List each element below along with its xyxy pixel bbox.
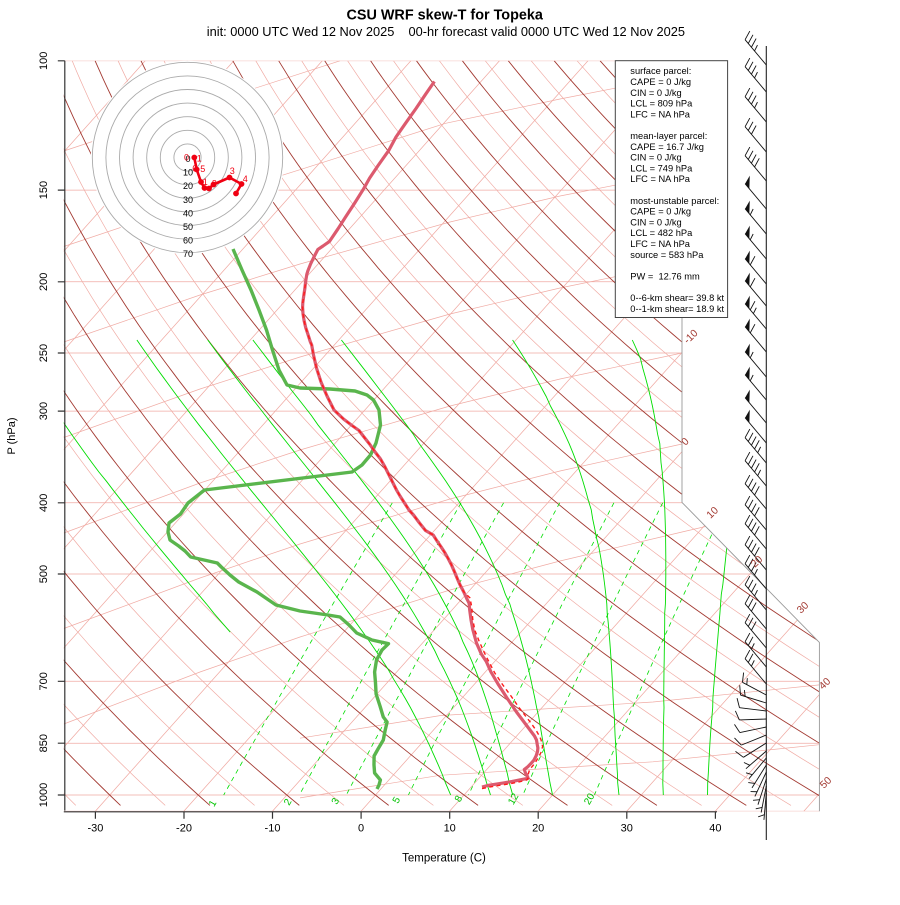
svg-text:1000: 1000 [38, 783, 50, 807]
svg-text:0--6-km shear= 39.8 kt: 0--6-km shear= 39.8 kt [630, 293, 724, 303]
svg-text:CAPE = 0 J/kg: CAPE = 0 J/kg [630, 77, 691, 87]
svg-text:0: 0 [358, 823, 364, 835]
svg-text:100: 100 [38, 52, 50, 70]
svg-text:CIN = 0 J/kg: CIN = 0 J/kg [630, 217, 681, 227]
svg-text:500: 500 [38, 565, 50, 583]
svg-text:0: 0 [680, 436, 692, 448]
svg-text:50: 50 [183, 222, 193, 232]
svg-text:2: 2 [282, 797, 295, 808]
svg-text:1: 1 [203, 177, 208, 187]
svg-text:8: 8 [453, 794, 466, 805]
svg-text:P (hPa): P (hPa) [6, 417, 18, 454]
svg-text:1: 1 [197, 153, 202, 163]
svg-text:-20: -20 [176, 823, 192, 835]
svg-text:1: 1 [207, 798, 220, 809]
svg-text:0--1-km shear= 18.9 kt: 0--1-km shear= 18.9 kt [630, 304, 724, 314]
svg-text:LFC = NA hPa: LFC = NA hPa [630, 174, 691, 184]
svg-text:850: 850 [38, 734, 50, 752]
svg-text:3: 3 [230, 166, 235, 176]
svg-text:LFC = NA hPa: LFC = NA hPa [630, 109, 691, 119]
svg-text:700: 700 [38, 672, 50, 690]
svg-text:most-unstable parcel:: most-unstable parcel: [630, 196, 719, 206]
svg-text:400: 400 [38, 494, 50, 512]
svg-text:source = 583 hPa: source = 583 hPa [630, 250, 704, 260]
svg-text:60: 60 [183, 236, 193, 246]
svg-text:10: 10 [183, 168, 193, 178]
svg-text:5: 5 [391, 795, 404, 806]
svg-text:12: 12 [506, 791, 521, 807]
svg-text:surface parcel:: surface parcel: [630, 66, 691, 76]
svg-text:20: 20 [532, 823, 544, 835]
svg-text:40: 40 [709, 823, 721, 835]
svg-text:6: 6 [192, 164, 197, 174]
svg-text:5: 5 [200, 164, 205, 174]
svg-text:20: 20 [582, 791, 597, 807]
svg-text:LCL = 482 hPa: LCL = 482 hPa [630, 228, 693, 238]
svg-text:CAPE = 16.7 J/kg: CAPE = 16.7 J/kg [630, 142, 704, 152]
svg-text:2: 2 [212, 178, 217, 188]
svg-text:PW = 12.76 mm: PW = 12.76 mm [630, 271, 700, 281]
svg-text:4: 4 [243, 174, 248, 184]
svg-text:LCL = 749 hPa: LCL = 749 hPa [630, 163, 693, 173]
svg-text:CSU WRF skew-T for Topeka: CSU WRF skew-T for Topeka [346, 8, 543, 24]
svg-text:mean-layer parcel:: mean-layer parcel: [630, 131, 707, 141]
svg-text:30: 30 [621, 823, 633, 835]
svg-text:250: 250 [38, 344, 50, 362]
svg-text:200: 200 [38, 273, 50, 291]
svg-text:0: 0 [184, 153, 189, 163]
svg-text:CAPE = 0 J/kg: CAPE = 0 J/kg [630, 207, 691, 217]
svg-text:LCL = 809 hPa: LCL = 809 hPa [630, 99, 693, 109]
svg-text:CIN = 0 J/kg: CIN = 0 J/kg [630, 88, 681, 98]
svg-text:40: 40 [183, 208, 193, 218]
svg-text:150: 150 [38, 181, 50, 199]
svg-text:10: 10 [444, 823, 456, 835]
svg-text:300: 300 [38, 402, 50, 420]
svg-text:3: 3 [330, 796, 343, 807]
svg-text:-30: -30 [87, 823, 103, 835]
svg-text:init: 0000 UTC Wed 12 Nov 2025: init: 0000 UTC Wed 12 Nov 2025 00-hr for… [207, 24, 685, 39]
svg-text:-10: -10 [265, 823, 281, 835]
svg-text:70: 70 [183, 249, 193, 259]
svg-text:30: 30 [183, 195, 193, 205]
svg-text:0: 0 [185, 154, 190, 164]
svg-text:20: 20 [183, 181, 193, 191]
svg-text:CIN = 0 J/kg: CIN = 0 J/kg [630, 153, 681, 163]
svg-text:Temperature (C): Temperature (C) [402, 853, 486, 865]
svg-text:LFC = NA hPa: LFC = NA hPa [630, 239, 691, 249]
